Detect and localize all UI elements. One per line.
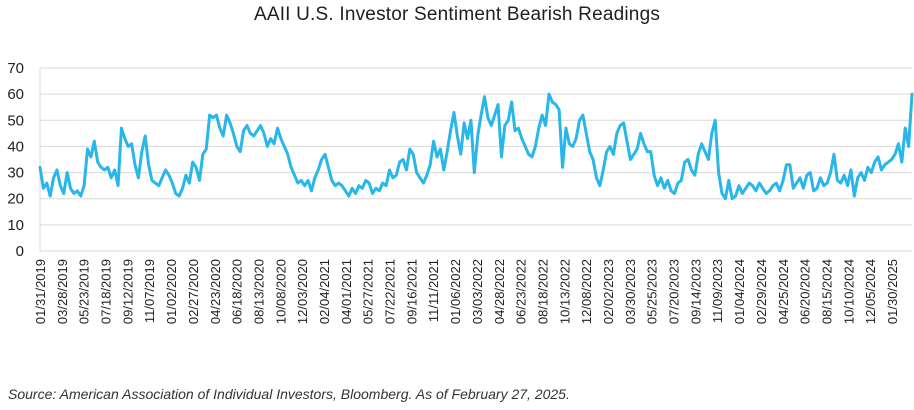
y-tick-label: 40 [7, 138, 24, 155]
x-tick-label: 02/02/2023 [601, 259, 616, 324]
y-tick-label: 20 [7, 191, 24, 208]
x-tick-label: 06/23/2022 [514, 259, 529, 324]
x-tick-label: 12/03/2020 [295, 259, 310, 324]
y-tick-label: 70 [7, 60, 24, 77]
x-tick-label: 04/25/2024 [776, 259, 791, 324]
y-tick-label: 60 [7, 86, 24, 103]
x-tick-label: 05/27/2021 [361, 259, 376, 324]
y-tick-label: 30 [7, 165, 24, 182]
x-tick-label: 02/04/2021 [317, 259, 332, 324]
x-tick-label: 08/13/2020 [251, 259, 266, 324]
x-tick-label: 01/06/2022 [448, 259, 463, 324]
x-tick-label: 05/23/2019 [77, 259, 92, 324]
y-tick-label: 50 [7, 112, 24, 129]
x-tick-label: 04/01/2021 [339, 259, 354, 324]
x-tick-label: 05/25/2023 [645, 259, 660, 324]
x-tick-label: 06/20/2024 [798, 259, 813, 324]
x-tick-label: 03/03/2022 [470, 259, 485, 324]
chart-title: AAII U.S. Investor Sentiment Bearish Rea… [253, 4, 661, 25]
x-tick-label: 07/22/2021 [383, 259, 398, 324]
x-tick-label: 02/27/2020 [186, 259, 201, 324]
source-note: Source: American Association of Individu… [8, 386, 570, 402]
x-tick-label: 01/04/2024 [732, 259, 747, 324]
x-tick-label: 12/05/2024 [863, 259, 878, 324]
x-tick-label: 08/18/2022 [535, 259, 550, 324]
x-tick-label: 04/28/2022 [492, 259, 507, 324]
series-layer [38, 92, 914, 201]
y-tick-label: 10 [7, 217, 24, 234]
x-tick-label: 08/15/2024 [819, 259, 834, 324]
x-tick-label: 07/18/2019 [99, 259, 114, 324]
x-tick-label: 10/13/2022 [557, 259, 572, 324]
x-tick-label: 01/31/2019 [33, 259, 48, 324]
x-tick-label: 11/09/2023 [710, 259, 725, 323]
x-axis: 01/31/2019 03/28/2019 05/23/2019 07/18/2019… [33, 259, 900, 324]
x-tick-label: 02/29/2024 [754, 259, 769, 324]
x-tick-label: 03/30/2023 [623, 259, 638, 324]
x-tick-label: 04/23/2020 [208, 259, 223, 324]
bearish-readings-line [38, 92, 914, 201]
x-tick-label: 11/07/2019 [142, 259, 157, 323]
x-tick-label: 01/02/2020 [164, 259, 179, 324]
x-tick-label: 09/12/2019 [120, 259, 135, 324]
x-tick-label: 01/30/2025 [885, 259, 900, 324]
x-tick-label: 03/28/2019 [55, 259, 70, 324]
x-tick-label: 12/08/2022 [579, 259, 594, 324]
y-tick-label: 0 [16, 243, 24, 260]
y-axis: 0 10 20 30 40 50 60 70 [7, 60, 41, 260]
x-tick-label: 11/11/2021 [426, 259, 441, 322]
x-tick-label: 10/08/2020 [273, 259, 288, 324]
x-tick-label: 10/10/2024 [841, 259, 856, 324]
x-tick-label: 09/14/2023 [688, 259, 703, 324]
x-tick-label: 09/16/2021 [404, 259, 419, 324]
x-tick-label: 06/18/2020 [230, 259, 245, 324]
x-tick-label: 07/20/2023 [667, 259, 682, 324]
